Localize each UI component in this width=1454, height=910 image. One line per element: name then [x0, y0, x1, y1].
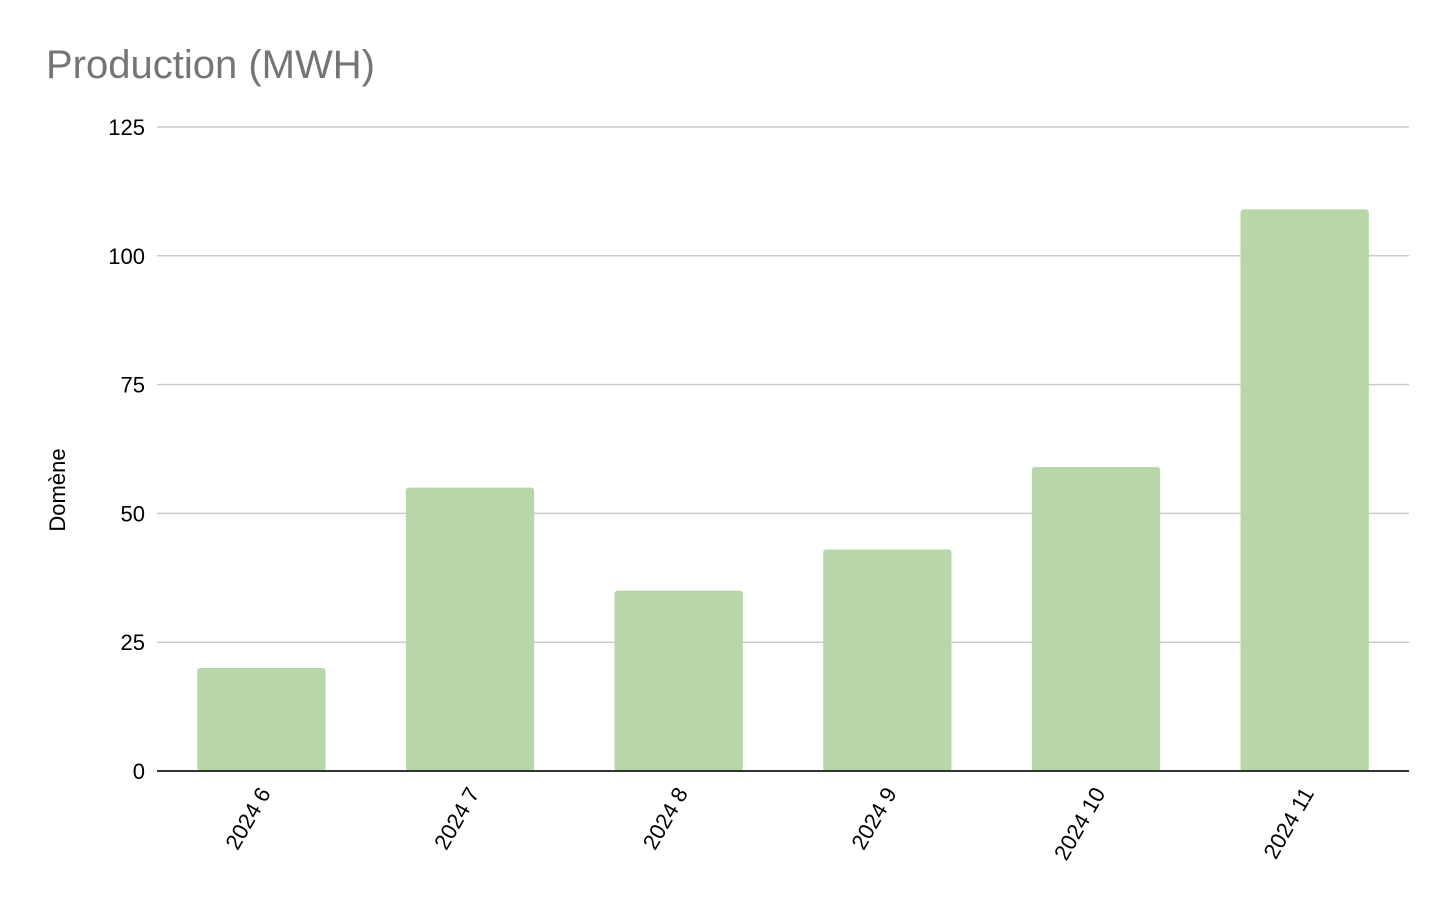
x-tick-label: 2024 6: [220, 783, 275, 854]
x-tick-label: 2024 8: [638, 783, 693, 854]
bar: [614, 590, 743, 771]
y-tick-label: 125: [108, 115, 145, 140]
y-tick-label: 100: [108, 244, 145, 269]
y-tick-label: 75: [121, 373, 145, 398]
x-tick-label: 2024 11: [1258, 783, 1319, 863]
bar: [1031, 467, 1161, 771]
y-axis-ticks: 0 25 50 75 100 125: [108, 115, 145, 784]
bar: [197, 667, 326, 771]
x-tick-label: 2024 9: [846, 783, 901, 854]
bar: [1240, 209, 1369, 771]
x-tick-label: 2024 10: [1049, 783, 1110, 864]
bar: [405, 487, 535, 771]
x-axis-ticks: 2024 6 2024 7 2024 8 2024 9 2024 10 2024 11: [220, 783, 1319, 864]
y-axis-label: Domène: [45, 448, 70, 531]
x-tick-label: 2024 7: [429, 783, 484, 854]
y-tick-label: 50: [121, 501, 145, 526]
chart-title: Production (MWH): [46, 43, 375, 87]
bars: [197, 209, 1369, 771]
bar: [823, 549, 952, 771]
y-tick-label: 25: [121, 630, 145, 655]
gridlines: [157, 126, 1409, 643]
y-tick-label: 0: [133, 759, 145, 784]
